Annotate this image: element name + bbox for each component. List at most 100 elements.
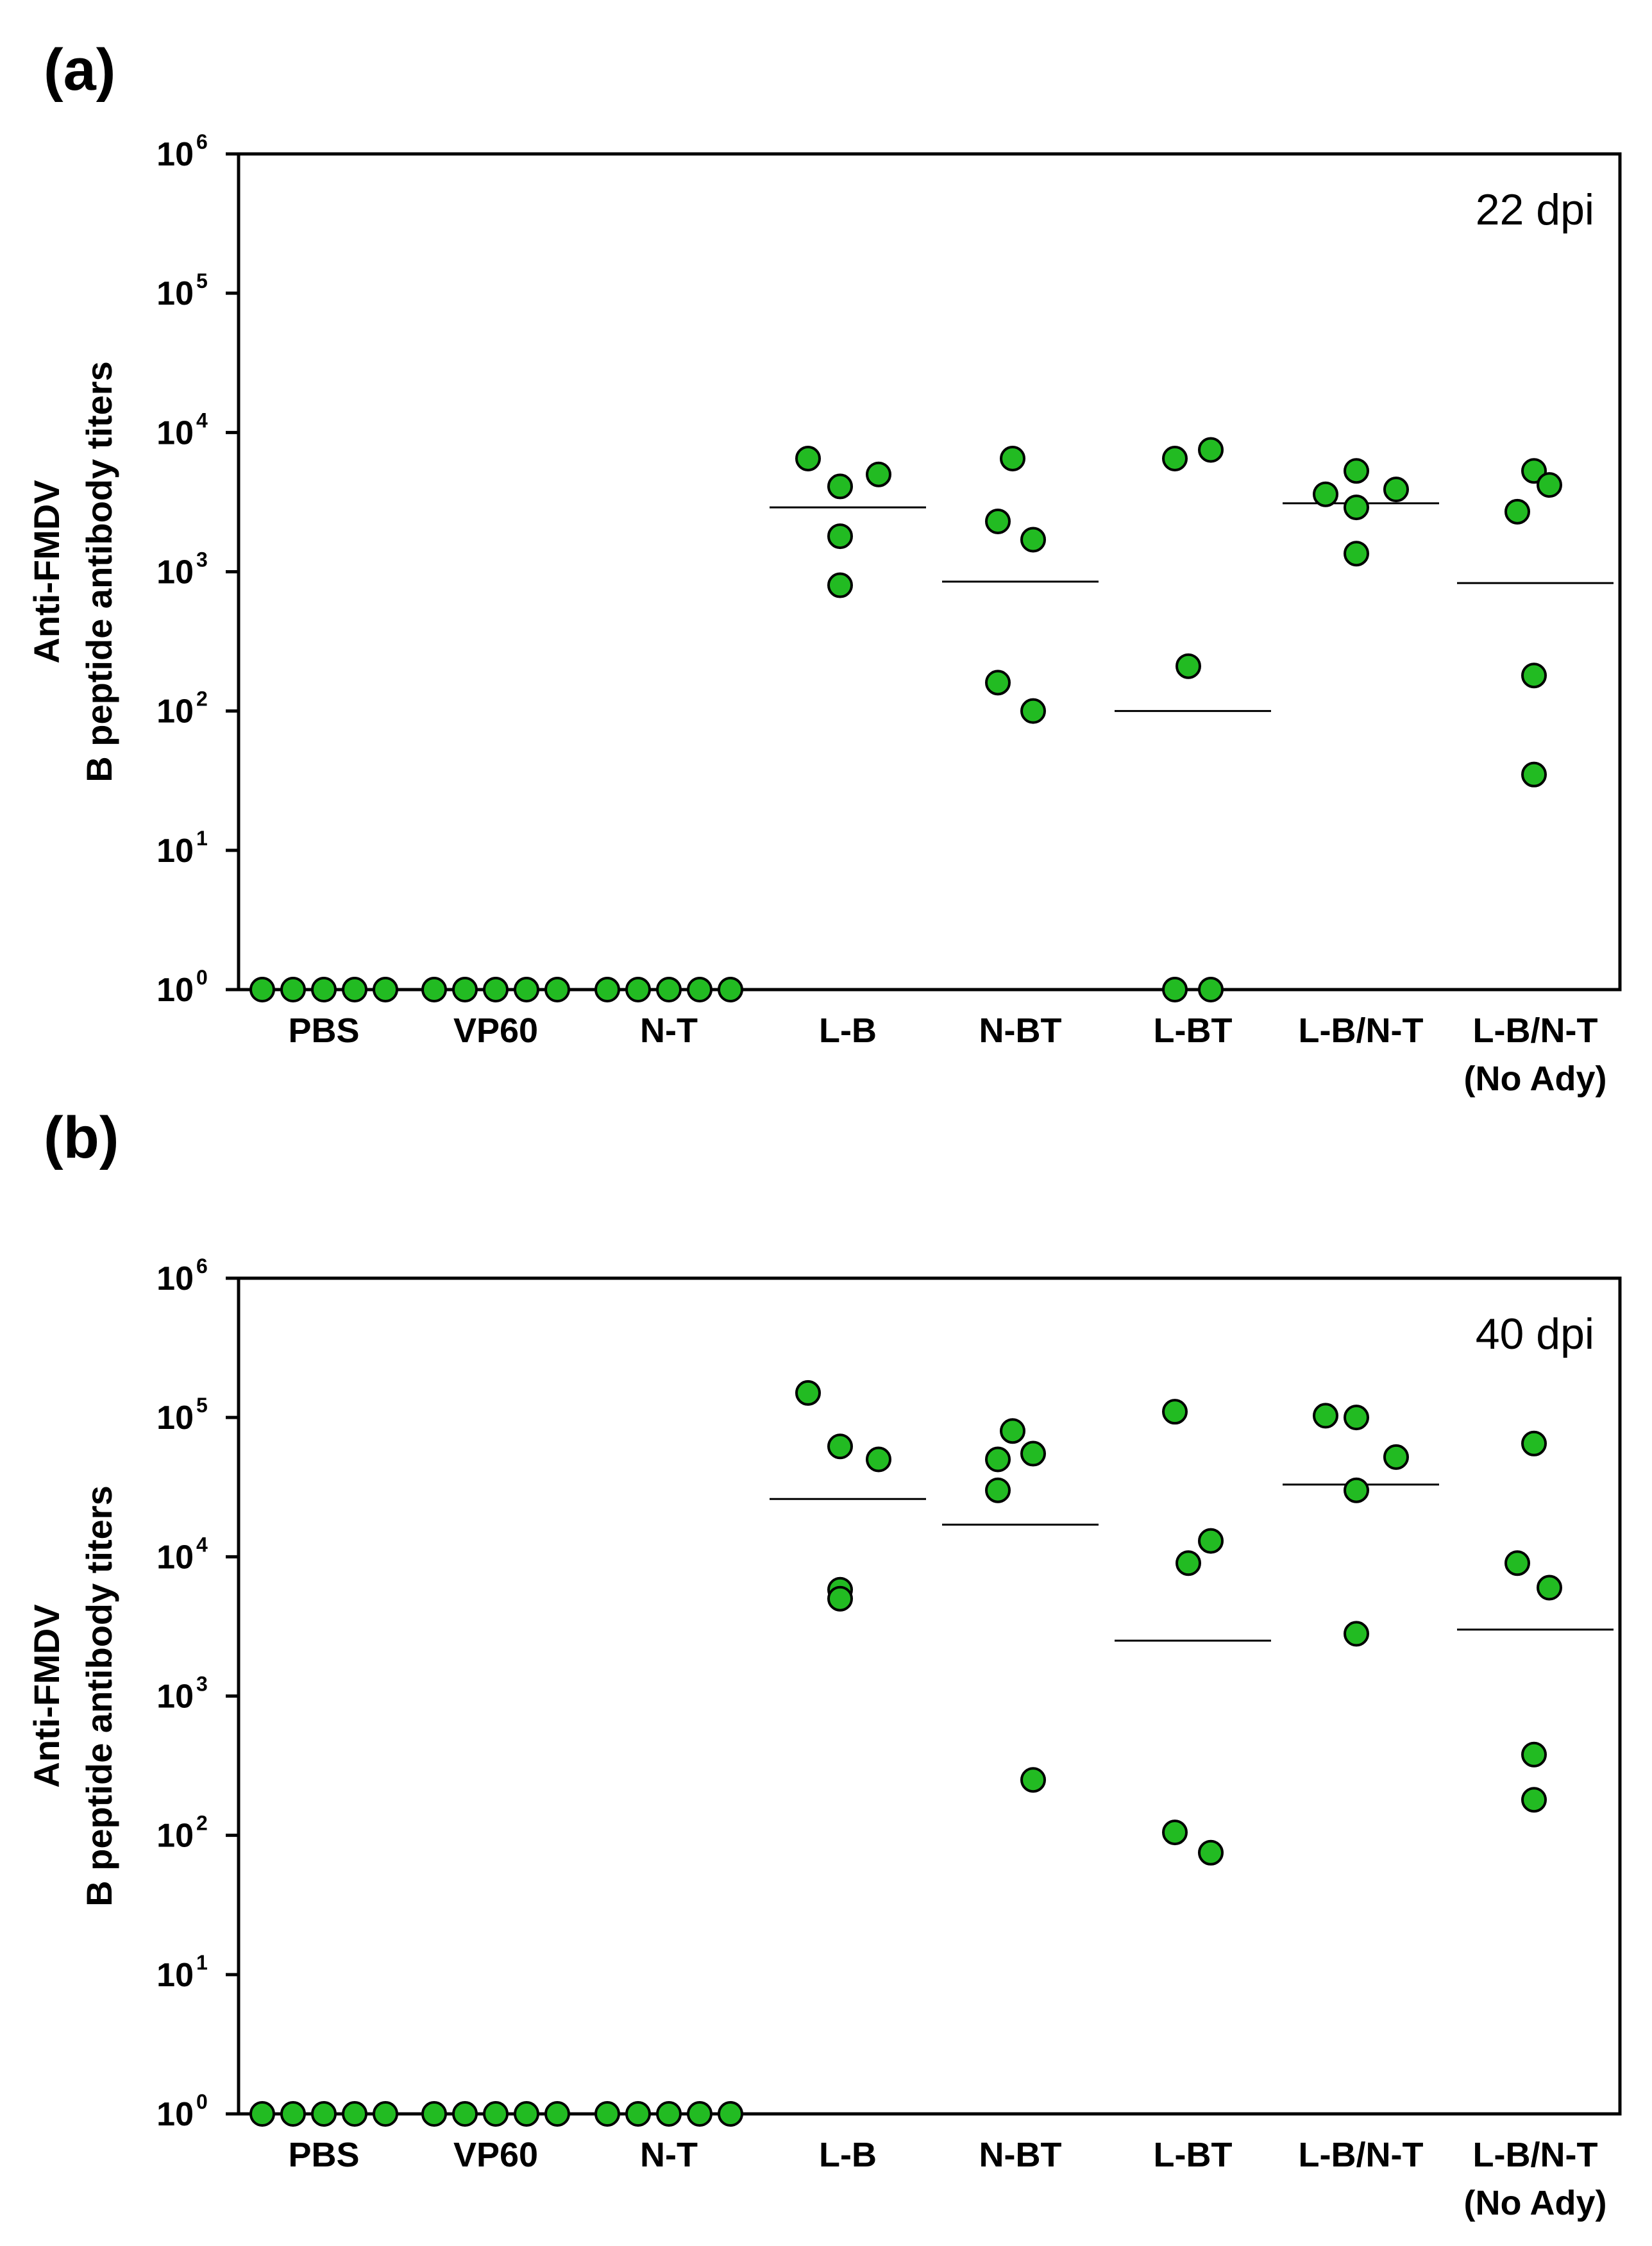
data-point <box>1000 1418 1025 1444</box>
y-tick-label: 10 <box>156 554 194 591</box>
data-point <box>1521 1787 1547 1813</box>
data-point <box>514 2101 539 2127</box>
data-point <box>687 977 712 1002</box>
data-point <box>594 2101 620 2127</box>
y-tick-label: 10 <box>156 414 194 452</box>
y-tick-exponent: 2 <box>196 688 208 711</box>
data-point <box>687 2101 712 2127</box>
data-point <box>1313 1403 1338 1429</box>
data-point <box>1521 1741 1547 1768</box>
y-tick-label: 10 <box>156 832 194 870</box>
data-point <box>656 977 682 1002</box>
y-tick-label: 10 <box>156 2096 194 2133</box>
data-point <box>1521 663 1547 689</box>
data-point <box>483 2101 509 2127</box>
data-point <box>1020 527 1046 553</box>
data-point <box>1162 1820 1188 1846</box>
data-point <box>514 977 539 1002</box>
data-point <box>985 1477 1011 1503</box>
category-label: VP60 <box>453 2136 538 2174</box>
data-point <box>280 977 306 1002</box>
data-point <box>1521 761 1547 788</box>
data-point <box>985 1446 1011 1473</box>
data-point <box>1162 1399 1188 1425</box>
plot-frame <box>237 152 1622 992</box>
y-tick-exponent: 0 <box>196 2090 208 2113</box>
y-tick-exponent: 5 <box>196 269 208 292</box>
data-point <box>795 445 821 471</box>
data-point <box>311 2101 337 2127</box>
data-point <box>373 977 398 1002</box>
data-point <box>827 473 853 500</box>
data-point <box>1344 1405 1369 1431</box>
data-point <box>452 977 478 1002</box>
annotation-dpi: 40 dpi <box>1476 1310 1594 1358</box>
data-point <box>1198 437 1224 463</box>
data-point <box>1344 1477 1369 1503</box>
panel-label: (b) <box>44 1105 119 1170</box>
y-tick-label: 10 <box>156 275 194 312</box>
category-label: L-B/N-T <box>1299 2136 1424 2174</box>
data-point <box>452 2101 478 2127</box>
category-label: L-B <box>819 1011 877 1050</box>
data-point <box>795 1380 821 1406</box>
y-tick-exponent: 6 <box>196 1254 208 1278</box>
category-label: L-BT <box>1154 2136 1233 2174</box>
y-tick-label: 10 <box>156 1539 194 1576</box>
data-point <box>827 523 853 550</box>
data-point <box>866 1446 891 1473</box>
data-point <box>827 1433 853 1460</box>
category-label: L-B <box>819 2136 877 2174</box>
category-label-line2: (No Ady) <box>1464 2184 1607 2222</box>
y-tick-exponent: 4 <box>196 1533 208 1556</box>
data-point <box>1020 1767 1046 1793</box>
y-tick-label: 10 <box>156 136 194 173</box>
y-tick-label: 10 <box>156 693 194 730</box>
y-tick-exponent: 2 <box>196 1812 208 1835</box>
y-tick-exponent: 0 <box>196 966 208 989</box>
data-point <box>1020 1440 1046 1467</box>
data-point <box>1344 494 1369 521</box>
plot-frame <box>237 1276 1622 2116</box>
data-point <box>1020 698 1046 724</box>
data-point <box>544 2101 570 2127</box>
y-tick-exponent: 3 <box>196 1673 208 1696</box>
category-label: VP60 <box>453 1011 538 1050</box>
data-point <box>625 2101 651 2127</box>
data-point <box>544 977 570 1002</box>
annotation-dpi: 22 dpi <box>1476 185 1594 234</box>
data-point <box>1537 472 1562 498</box>
data-point <box>718 977 743 1002</box>
data-point <box>1176 1550 1201 1576</box>
data-point <box>1344 1621 1369 1647</box>
data-point <box>1344 541 1369 567</box>
data-point <box>1504 1550 1530 1576</box>
data-point <box>1521 1430 1547 1457</box>
data-point <box>421 2101 447 2127</box>
category-label: L-B/N-T <box>1473 1011 1598 1050</box>
y-tick-label: 10 <box>156 972 194 1009</box>
data-point <box>311 977 337 1002</box>
category-label: L-B/N-T <box>1299 1011 1424 1050</box>
y-tick-exponent: 4 <box>196 409 208 432</box>
y-tick-label: 10 <box>156 1818 194 1855</box>
data-point <box>249 2101 275 2127</box>
data-point <box>1176 653 1201 679</box>
data-point <box>1162 977 1188 1002</box>
y-tick-exponent: 5 <box>196 1394 208 1417</box>
data-point <box>625 977 651 1002</box>
data-point <box>1383 1444 1409 1470</box>
y-tick-label: 10 <box>156 1399 194 1437</box>
data-point <box>483 977 509 1002</box>
data-point <box>342 977 367 1002</box>
y-tick-exponent: 1 <box>196 827 208 850</box>
y-tick-label: 10 <box>156 1957 194 1994</box>
y-axis-title-line2: B peptide antibody titers <box>79 361 119 782</box>
category-label: N-T <box>640 1011 698 1050</box>
category-label: PBS <box>288 1011 359 1050</box>
category-label: L-BT <box>1154 1011 1233 1050</box>
category-label: N-T <box>640 2136 698 2174</box>
data-point <box>1198 1528 1224 1554</box>
